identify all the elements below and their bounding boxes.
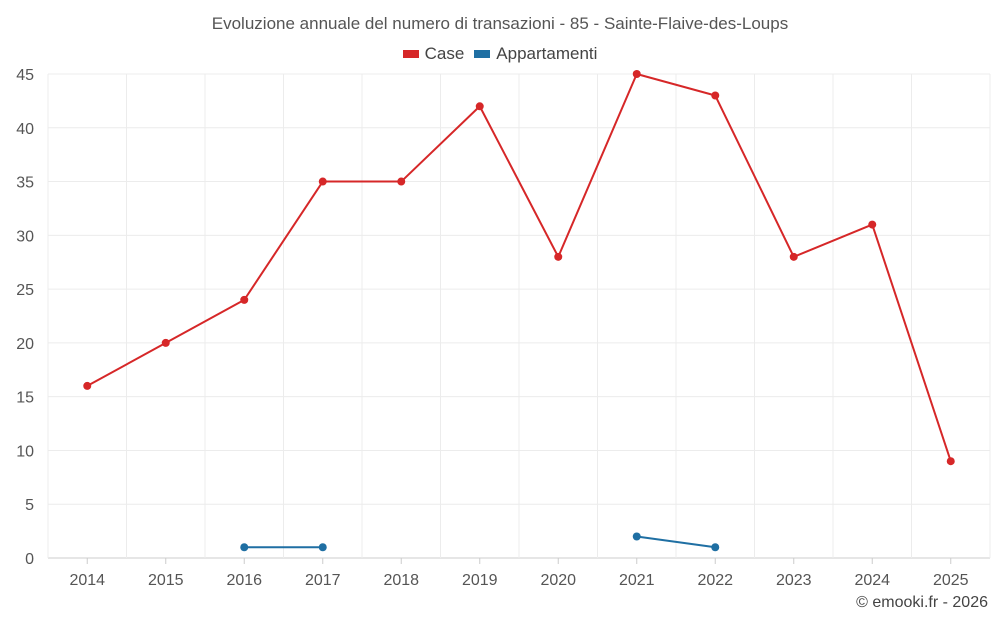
data-point-case-2022 xyxy=(711,91,720,100)
y-tick-label-20: 20 xyxy=(16,336,34,353)
x-tick-label-2023: 2023 xyxy=(776,572,812,589)
y-tick-label-10: 10 xyxy=(16,443,34,460)
legend: Case Appartamenti xyxy=(0,44,1000,64)
data-point-case-2019 xyxy=(475,102,484,111)
y-tick-label-25: 25 xyxy=(16,282,34,299)
series-line-appartamenti-1 xyxy=(636,535,716,549)
x-tick-label-2025: 2025 xyxy=(933,572,969,589)
x-tick-label-2016: 2016 xyxy=(226,572,262,589)
data-point-case-2020 xyxy=(554,252,563,261)
legend-item-appartamenti[interactable]: Appartamenti xyxy=(474,44,597,64)
y-tick-label-40: 40 xyxy=(16,121,34,138)
data-point-case-2025 xyxy=(946,457,955,466)
y-tick-label-0: 0 xyxy=(25,551,34,568)
y-tick-label-35: 35 xyxy=(16,175,34,192)
data-point-appartamenti-2017 xyxy=(318,543,327,552)
x-tick-label-2022: 2022 xyxy=(697,572,733,589)
x-tick-label-2019: 2019 xyxy=(462,572,498,589)
data-point-case-2024 xyxy=(868,220,877,229)
data-point-case-2018 xyxy=(397,177,406,186)
data-point-case-2017 xyxy=(318,177,327,186)
data-point-appartamenti-2016 xyxy=(240,543,249,552)
data-point-case-2014 xyxy=(83,381,92,390)
x-tick-label-2017: 2017 xyxy=(305,572,341,589)
legend-swatch-case xyxy=(402,50,419,58)
data-point-case-2015 xyxy=(161,338,170,347)
y-tick-label-30: 30 xyxy=(16,228,34,245)
data-point-case-2021 xyxy=(632,70,641,78)
x-tick-label-2015: 2015 xyxy=(148,572,184,589)
y-tick-label-5: 5 xyxy=(25,497,34,514)
x-tick-label-2024: 2024 xyxy=(854,572,890,589)
x-tick-label-2014: 2014 xyxy=(69,572,105,589)
credit-text: © emooki.fr - 2026 xyxy=(856,594,988,611)
data-point-case-2023 xyxy=(789,252,798,261)
x-tick-label-2021: 2021 xyxy=(619,572,655,589)
data-point-case-2016 xyxy=(240,295,249,304)
data-point-appartamenti-2022 xyxy=(711,543,720,552)
data-point-appartamenti-2021 xyxy=(632,532,641,541)
legend-label-appartamenti: Appartamenti xyxy=(496,44,598,63)
legend-swatch-appartamenti xyxy=(474,50,491,58)
series-line-case-0 xyxy=(86,73,952,462)
legend-item-case[interactable]: Case xyxy=(402,44,465,64)
legend-label-case: Case xyxy=(424,44,465,63)
y-tick-label-45: 45 xyxy=(16,67,34,84)
y-tick-label-15: 15 xyxy=(16,390,34,407)
x-tick-label-2020: 2020 xyxy=(540,572,576,589)
chart-title: Evoluzione annuale del numero di transaz… xyxy=(211,14,789,33)
x-tick-label-2018: 2018 xyxy=(383,572,419,589)
